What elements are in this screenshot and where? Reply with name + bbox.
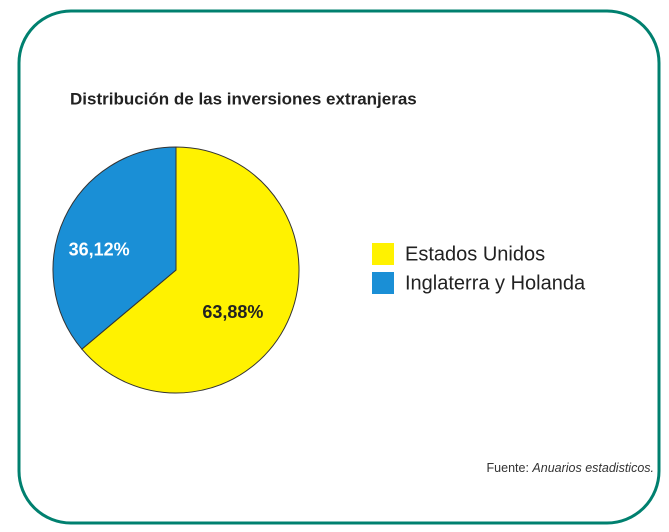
legend-swatch (372, 272, 394, 294)
legend-label: Estados Unidos (405, 243, 545, 265)
source-label: Fuente: (487, 461, 529, 475)
legend-swatch (372, 243, 394, 265)
pie-slice (52, 146, 177, 350)
chart-title: Distribución de las inversiones extranje… (70, 89, 417, 108)
legend-label: Inglaterra y Holanda (405, 272, 586, 294)
source-note: Fuente: Anuarios estadisticos. (487, 461, 654, 475)
slice-label: 36,12% (69, 240, 130, 260)
source: Anuarios estadisticos. (531, 461, 654, 475)
pie-slice (81, 146, 300, 394)
slice-label: 63,88% (202, 302, 263, 322)
frame (17, 9, 661, 525)
